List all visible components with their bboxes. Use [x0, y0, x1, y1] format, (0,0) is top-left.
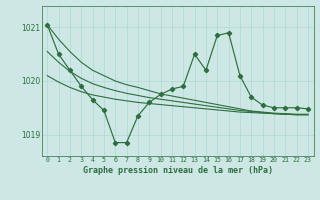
X-axis label: Graphe pression niveau de la mer (hPa): Graphe pression niveau de la mer (hPa)	[83, 166, 273, 175]
